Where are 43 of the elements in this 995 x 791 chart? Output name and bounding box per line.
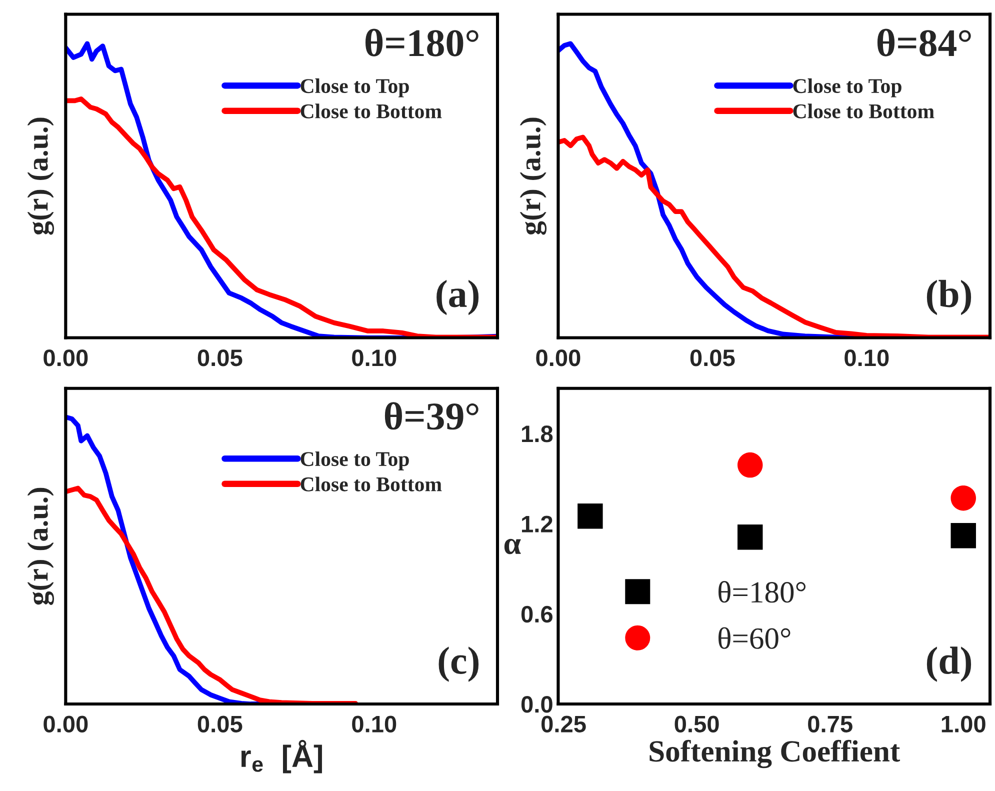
x-tick-label: 0.00 <box>536 349 580 366</box>
y-axis-title: α <box>504 538 521 554</box>
annotation: (b) <box>926 280 972 316</box>
legend-label: Close to Top <box>300 451 409 470</box>
y-tick-label: 1.8 <box>522 426 553 442</box>
x-tick-label: 0.75 <box>808 716 852 732</box>
y-tick-label: 0.6 <box>521 606 552 623</box>
x-tick-label: 0.05 <box>198 349 242 366</box>
legend-label: Close to Top <box>300 78 409 98</box>
annotation: (d) <box>926 646 972 682</box>
x-tick-label: 0.10 <box>352 716 396 732</box>
point <box>578 504 603 529</box>
point <box>738 452 763 478</box>
x-tick-label: 0.25 <box>541 716 586 732</box>
y-axis-title: g(r) (a.u.) <box>520 118 547 235</box>
x-tick-label: 1.00 <box>942 716 986 732</box>
x-tick-label: 0.05 <box>690 349 735 366</box>
legend-label: Close to Bottom <box>793 104 934 118</box>
annotation: (a) <box>436 280 479 316</box>
y-axis-title: g(r) (a.u.) <box>27 118 54 235</box>
annotation: θ=180° <box>366 28 478 56</box>
x-axis-title: r$_{e}$ [Å] <box>241 740 322 774</box>
legend-label: θ=60° <box>718 627 790 649</box>
x-tick-label: 0.00 <box>44 716 88 732</box>
x-tick-label: 0.00 <box>44 349 88 366</box>
x-tick-label: 0.50 <box>674 716 719 732</box>
x-tick-label: 0.05 <box>198 716 242 732</box>
annotation: θ=84° <box>877 28 971 56</box>
legend-label: Close to Top <box>793 78 902 98</box>
legend-label: Close to Bottom <box>300 476 442 492</box>
annotation: θ=39° <box>384 402 478 430</box>
point <box>950 485 976 511</box>
y-axis-title: g(r) (a.u.) <box>27 488 54 605</box>
y-tick-label: 0.0 <box>521 696 552 713</box>
legend-label: θ=180° <box>718 581 806 603</box>
point <box>950 523 976 548</box>
y-tick-label: 1.2 <box>522 516 552 532</box>
x-axis-title: Softening Coeffient <box>650 740 900 768</box>
point <box>738 524 763 550</box>
legend-label: Close to Bottom <box>300 104 442 118</box>
annotation: (c) <box>438 646 479 682</box>
x-tick-label: 0.10 <box>844 349 889 366</box>
x-tick-label: 0.10 <box>352 349 396 366</box>
